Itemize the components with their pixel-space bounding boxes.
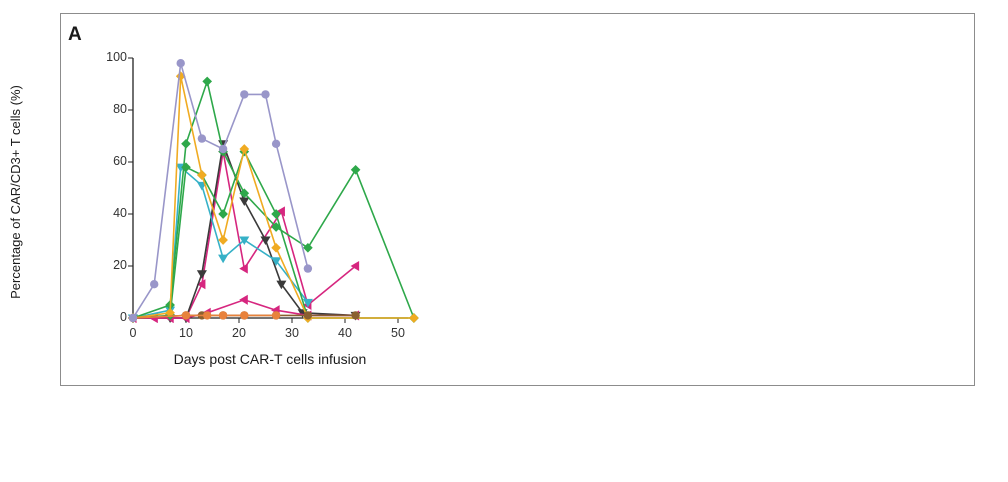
svg-text:Days post CAR-T cells infusion: Days post CAR-T cells infusion	[174, 351, 367, 367]
svg-text:Percentage of CAR/CD3+ T cells: Percentage of CAR/CD3+ T cells (%)	[8, 85, 23, 299]
svg-text:0: 0	[130, 326, 137, 340]
svg-text:40: 40	[113, 206, 127, 220]
svg-text:0: 0	[120, 310, 127, 324]
svg-text:40: 40	[338, 326, 352, 340]
svg-text:100: 100	[106, 50, 127, 64]
svg-text:50: 50	[391, 326, 405, 340]
svg-text:30: 30	[285, 326, 299, 340]
svg-text:A: A	[68, 24, 82, 45]
svg-text:10: 10	[179, 326, 193, 340]
svg-text:20: 20	[113, 258, 127, 272]
svg-text:80: 80	[113, 102, 127, 116]
svg-text:20: 20	[232, 326, 246, 340]
svg-text:60: 60	[113, 154, 127, 168]
